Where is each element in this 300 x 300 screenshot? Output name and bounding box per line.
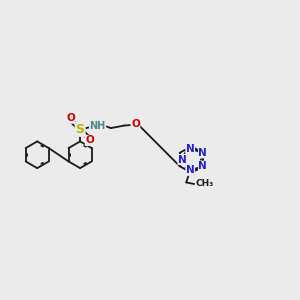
Text: CH₃: CH₃ — [196, 179, 214, 188]
Text: NH: NH — [89, 121, 106, 130]
Text: N: N — [186, 144, 194, 154]
Text: N: N — [199, 148, 207, 158]
Text: O: O — [85, 136, 94, 146]
Text: N: N — [178, 154, 187, 164]
Text: O: O — [66, 113, 75, 123]
Text: N: N — [199, 161, 207, 171]
Text: N: N — [186, 165, 194, 175]
Text: O: O — [131, 119, 140, 129]
Text: S: S — [76, 123, 85, 136]
